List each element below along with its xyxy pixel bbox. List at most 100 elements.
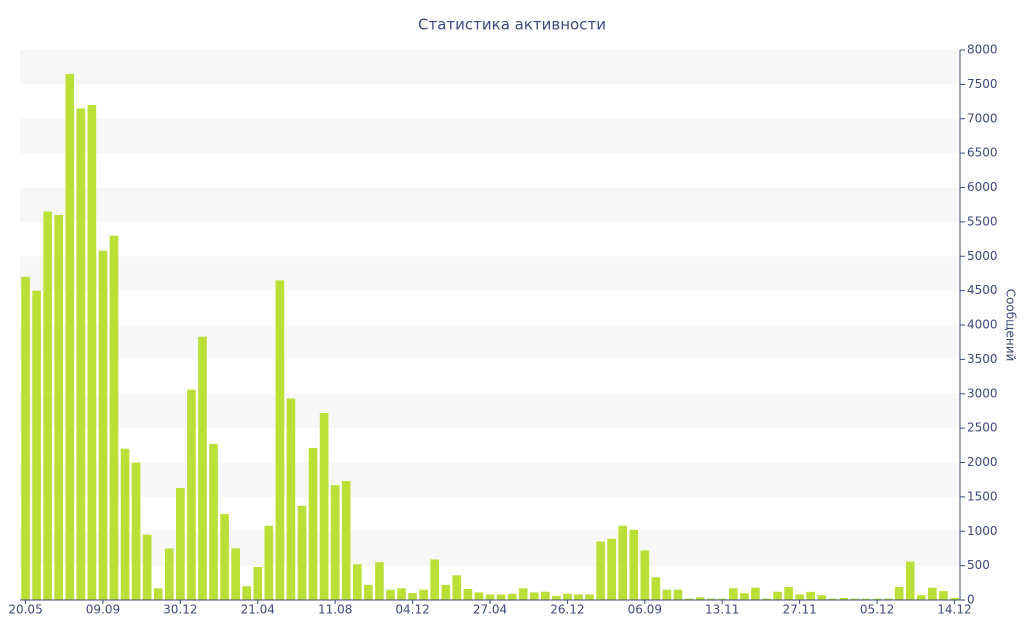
- x-tick-label: 30.12: [163, 603, 197, 617]
- x-tick-label: 27.04: [473, 603, 507, 617]
- bar: [662, 589, 672, 600]
- grid-band: [20, 50, 960, 85]
- bar: [728, 588, 738, 600]
- bar: [164, 548, 174, 600]
- bar: [673, 589, 683, 600]
- bar: [142, 534, 152, 600]
- bar: [43, 211, 52, 600]
- y-tick-label: 2000: [967, 455, 998, 469]
- bar: [717, 598, 727, 600]
- y-tick-label: 5000: [967, 249, 998, 263]
- bar: [828, 598, 838, 600]
- grid-band: [20, 393, 960, 429]
- bar: [552, 595, 561, 600]
- bar: [430, 559, 440, 600]
- bar: [463, 589, 473, 600]
- grid-band: [20, 118, 960, 154]
- bar: [529, 592, 539, 600]
- x-tick-label: 26.12: [550, 603, 584, 617]
- y-tick-label: 4500: [967, 283, 998, 297]
- bar: [87, 105, 97, 600]
- bar: [397, 588, 406, 600]
- chart-title: Статистика активности: [418, 16, 606, 34]
- bar: [408, 593, 417, 600]
- x-tick-label: 06.09: [628, 603, 662, 617]
- bar: [386, 589, 395, 600]
- y-tick-label: 1000: [967, 524, 998, 538]
- bar: [297, 505, 307, 600]
- bar: [629, 529, 639, 600]
- bar: [607, 538, 616, 600]
- x-tick-label: 27.11: [782, 603, 816, 617]
- bar: [894, 586, 904, 600]
- bar: [231, 548, 240, 600]
- x-tick-label: 11.08: [318, 603, 352, 617]
- x-tick-label: 20.05: [8, 603, 42, 617]
- bar: [784, 586, 793, 600]
- bar: [198, 336, 207, 600]
- bar: [308, 448, 318, 600]
- bar: [319, 413, 329, 600]
- grid-band: [20, 462, 960, 497]
- bar: [176, 487, 185, 600]
- y-tick-label: 2500: [967, 421, 998, 435]
- bar: [32, 290, 41, 600]
- bar: [773, 591, 782, 600]
- bar: [65, 74, 75, 600]
- bar: [740, 593, 749, 600]
- bar: [839, 597, 849, 600]
- bar: [916, 595, 926, 600]
- bar: [883, 598, 893, 600]
- bar: [485, 594, 495, 600]
- bar: [286, 398, 296, 600]
- bar: [98, 250, 108, 600]
- bar: [507, 593, 517, 600]
- y-tick-label: 500: [967, 558, 990, 572]
- bar: [220, 514, 229, 600]
- bar: [574, 594, 583, 600]
- bar: [441, 584, 451, 600]
- bar: [695, 597, 705, 600]
- y-tick-label: 6500: [967, 146, 998, 160]
- bar: [950, 597, 959, 600]
- grid-band: [20, 325, 960, 360]
- y-tick-label: 7500: [967, 77, 998, 91]
- x-tick-label: 14.12: [937, 603, 971, 617]
- bar: [330, 485, 340, 600]
- bar: [596, 541, 605, 600]
- bar: [474, 592, 484, 600]
- bar: [341, 481, 351, 600]
- bar: [540, 591, 550, 600]
- x-tick-label: 05.12: [860, 603, 894, 617]
- bar: [795, 594, 804, 600]
- bar: [640, 550, 650, 600]
- bar: [253, 567, 263, 600]
- bar: [452, 575, 462, 600]
- bar: [939, 591, 948, 600]
- bar: [618, 525, 628, 600]
- bar: [905, 561, 915, 600]
- bar: [651, 577, 661, 600]
- bar: [817, 595, 827, 600]
- x-tick-label: 04.12: [395, 603, 429, 617]
- bar: [21, 276, 30, 600]
- grid-band: [20, 256, 960, 291]
- bar: [563, 593, 572, 600]
- bar: [352, 564, 362, 600]
- bar: [850, 598, 860, 600]
- bar: [120, 448, 130, 600]
- bar: [762, 598, 771, 600]
- grid-band: [20, 531, 960, 566]
- y-tick-label: 7000: [967, 111, 998, 125]
- x-tick-label: 09.09: [86, 603, 120, 617]
- y-tick-label: 6000: [967, 180, 998, 194]
- bar: [275, 280, 285, 600]
- bar: [187, 389, 196, 600]
- bar: [209, 443, 218, 600]
- bar: [872, 598, 882, 600]
- bar: [131, 462, 141, 600]
- bar: [375, 562, 384, 600]
- y-tick-label: 3500: [967, 352, 998, 366]
